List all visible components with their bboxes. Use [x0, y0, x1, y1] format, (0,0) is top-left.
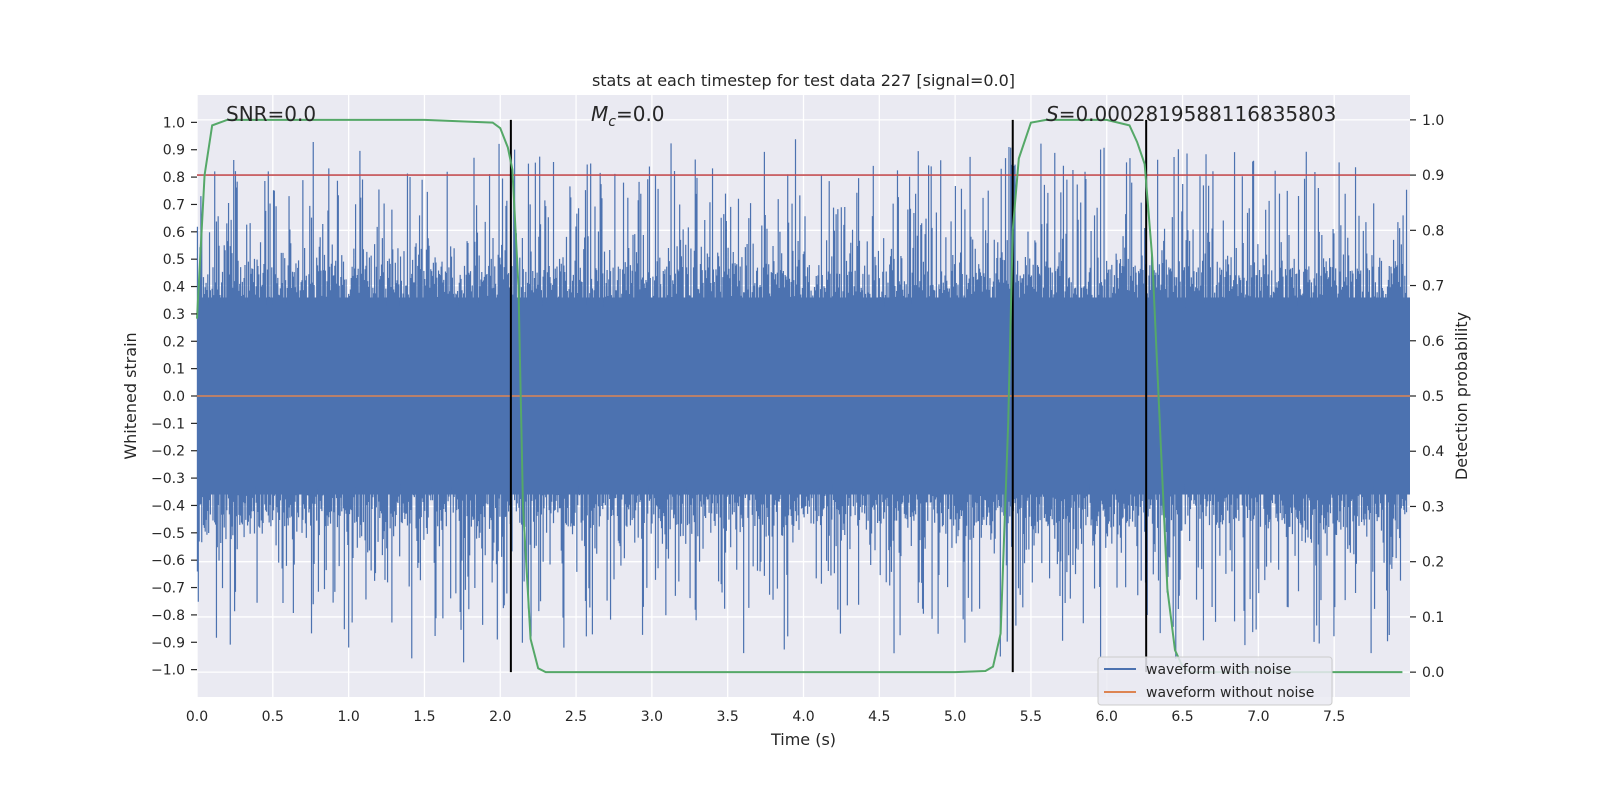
y-tick-label: 0.3 [163, 307, 185, 323]
x-tick-label: 4.5 [868, 709, 890, 725]
y-tick-label: 0.4 [163, 280, 185, 296]
snr-annotation: SNR=0.0 [226, 102, 316, 126]
x-tick-label: 3.5 [717, 709, 739, 725]
y-right-tick-label: 0.3 [1422, 499, 1444, 515]
y-right-tick-label: 0.2 [1422, 555, 1444, 571]
x-axis-label: Time (s) [770, 730, 836, 749]
y-tick-label: −0.3 [151, 471, 185, 487]
y-tick-label: 0.7 [163, 197, 185, 213]
legend: waveform with noise waveform without noi… [1097, 656, 1333, 706]
legend-box [1097, 656, 1333, 706]
mc-subscript: c [608, 114, 616, 130]
mc-symbol: M [591, 102, 608, 126]
detection-probability-line [196, 118, 1403, 674]
x-tick-label: 6.0 [1096, 709, 1118, 725]
x-tick-label: 2.5 [565, 709, 587, 725]
y-right-tick-label: 0.9 [1422, 168, 1444, 184]
y-tick-label: 0.8 [163, 170, 185, 186]
x-tick-label: 2.0 [489, 709, 511, 725]
y-axis-label: Whitened strain [121, 332, 140, 459]
y-right-tick-label: 0.5 [1422, 389, 1444, 405]
x-tick-label: 7.5 [1323, 709, 1345, 725]
y-tick-label: −1.0 [151, 663, 185, 679]
y-tick-label: 0.9 [163, 143, 185, 159]
legend-label-waveform-with-noise: waveform with noise [1146, 662, 1291, 678]
legend-label-waveform-without-noise: waveform without noise [1146, 685, 1314, 701]
s-annotation: S=0.0002819588116835803 [1046, 102, 1336, 126]
y-tick-label: −0.8 [151, 608, 185, 624]
mc-value: =0.0 [616, 102, 665, 126]
x-tick-label: 1.5 [413, 709, 435, 725]
ticks: 0.0 0.5 1.0 1.5 2.0 2.5 3.0 3.5 4.0 4.5 5.0 5.5 6.0 6… [151, 113, 1444, 725]
y-tick-label: 1.0 [163, 115, 185, 131]
y-tick-label: −0.2 [151, 444, 185, 460]
y-right-tick-label: 0.4 [1422, 444, 1444, 460]
y-right-tick-label: 1.0 [1422, 113, 1444, 129]
y-tick-label: −0.7 [151, 581, 185, 597]
y-tick-label: −0.9 [151, 635, 185, 651]
x-tick-label: 0.5 [262, 709, 284, 725]
y-tick-label: −0.5 [151, 526, 185, 542]
y-tick-label: 0.5 [163, 252, 185, 268]
y-tick-label: −0.1 [151, 416, 185, 432]
x-tick-label: 5.5 [1020, 709, 1042, 725]
y-right-tick-label: 0.0 [1422, 665, 1444, 681]
lines [196, 118, 1410, 674]
chirp-mass-annotation: Mc=0.0 [591, 102, 665, 130]
y-tick-label: 0.6 [163, 225, 185, 241]
y-tick-label: −0.4 [151, 498, 185, 514]
y-tick-label: 0.1 [163, 362, 185, 378]
y-axis-right-label: Detection probability [1452, 312, 1471, 480]
x-tick-label: 0.0 [186, 709, 208, 725]
y-tick-label: −0.6 [151, 553, 185, 569]
x-tick-label: 7.0 [1247, 709, 1269, 725]
s-value: =0.0002819588116835803 [1059, 102, 1337, 126]
y-tick-label: 0.2 [163, 334, 185, 350]
x-tick-label: 1.0 [337, 709, 359, 725]
y-tick-label: 0.0 [163, 389, 185, 405]
y-right-tick-label: 0.7 [1422, 279, 1444, 295]
noise-spikes [196, 139, 1408, 663]
x-tick-label: 5.0 [944, 709, 966, 725]
y-right-tick-label: 0.1 [1422, 610, 1444, 626]
x-tick-label: 4.0 [792, 709, 814, 725]
y-right-tick-label: 0.6 [1422, 334, 1444, 350]
x-tick-label: 6.5 [1171, 709, 1193, 725]
chart-title: stats at each timestep for test data 227… [592, 71, 1015, 90]
s-symbol: S [1046, 102, 1059, 126]
x-tick-label: 3.0 [641, 709, 663, 725]
y-right-tick-label: 0.8 [1422, 223, 1444, 239]
